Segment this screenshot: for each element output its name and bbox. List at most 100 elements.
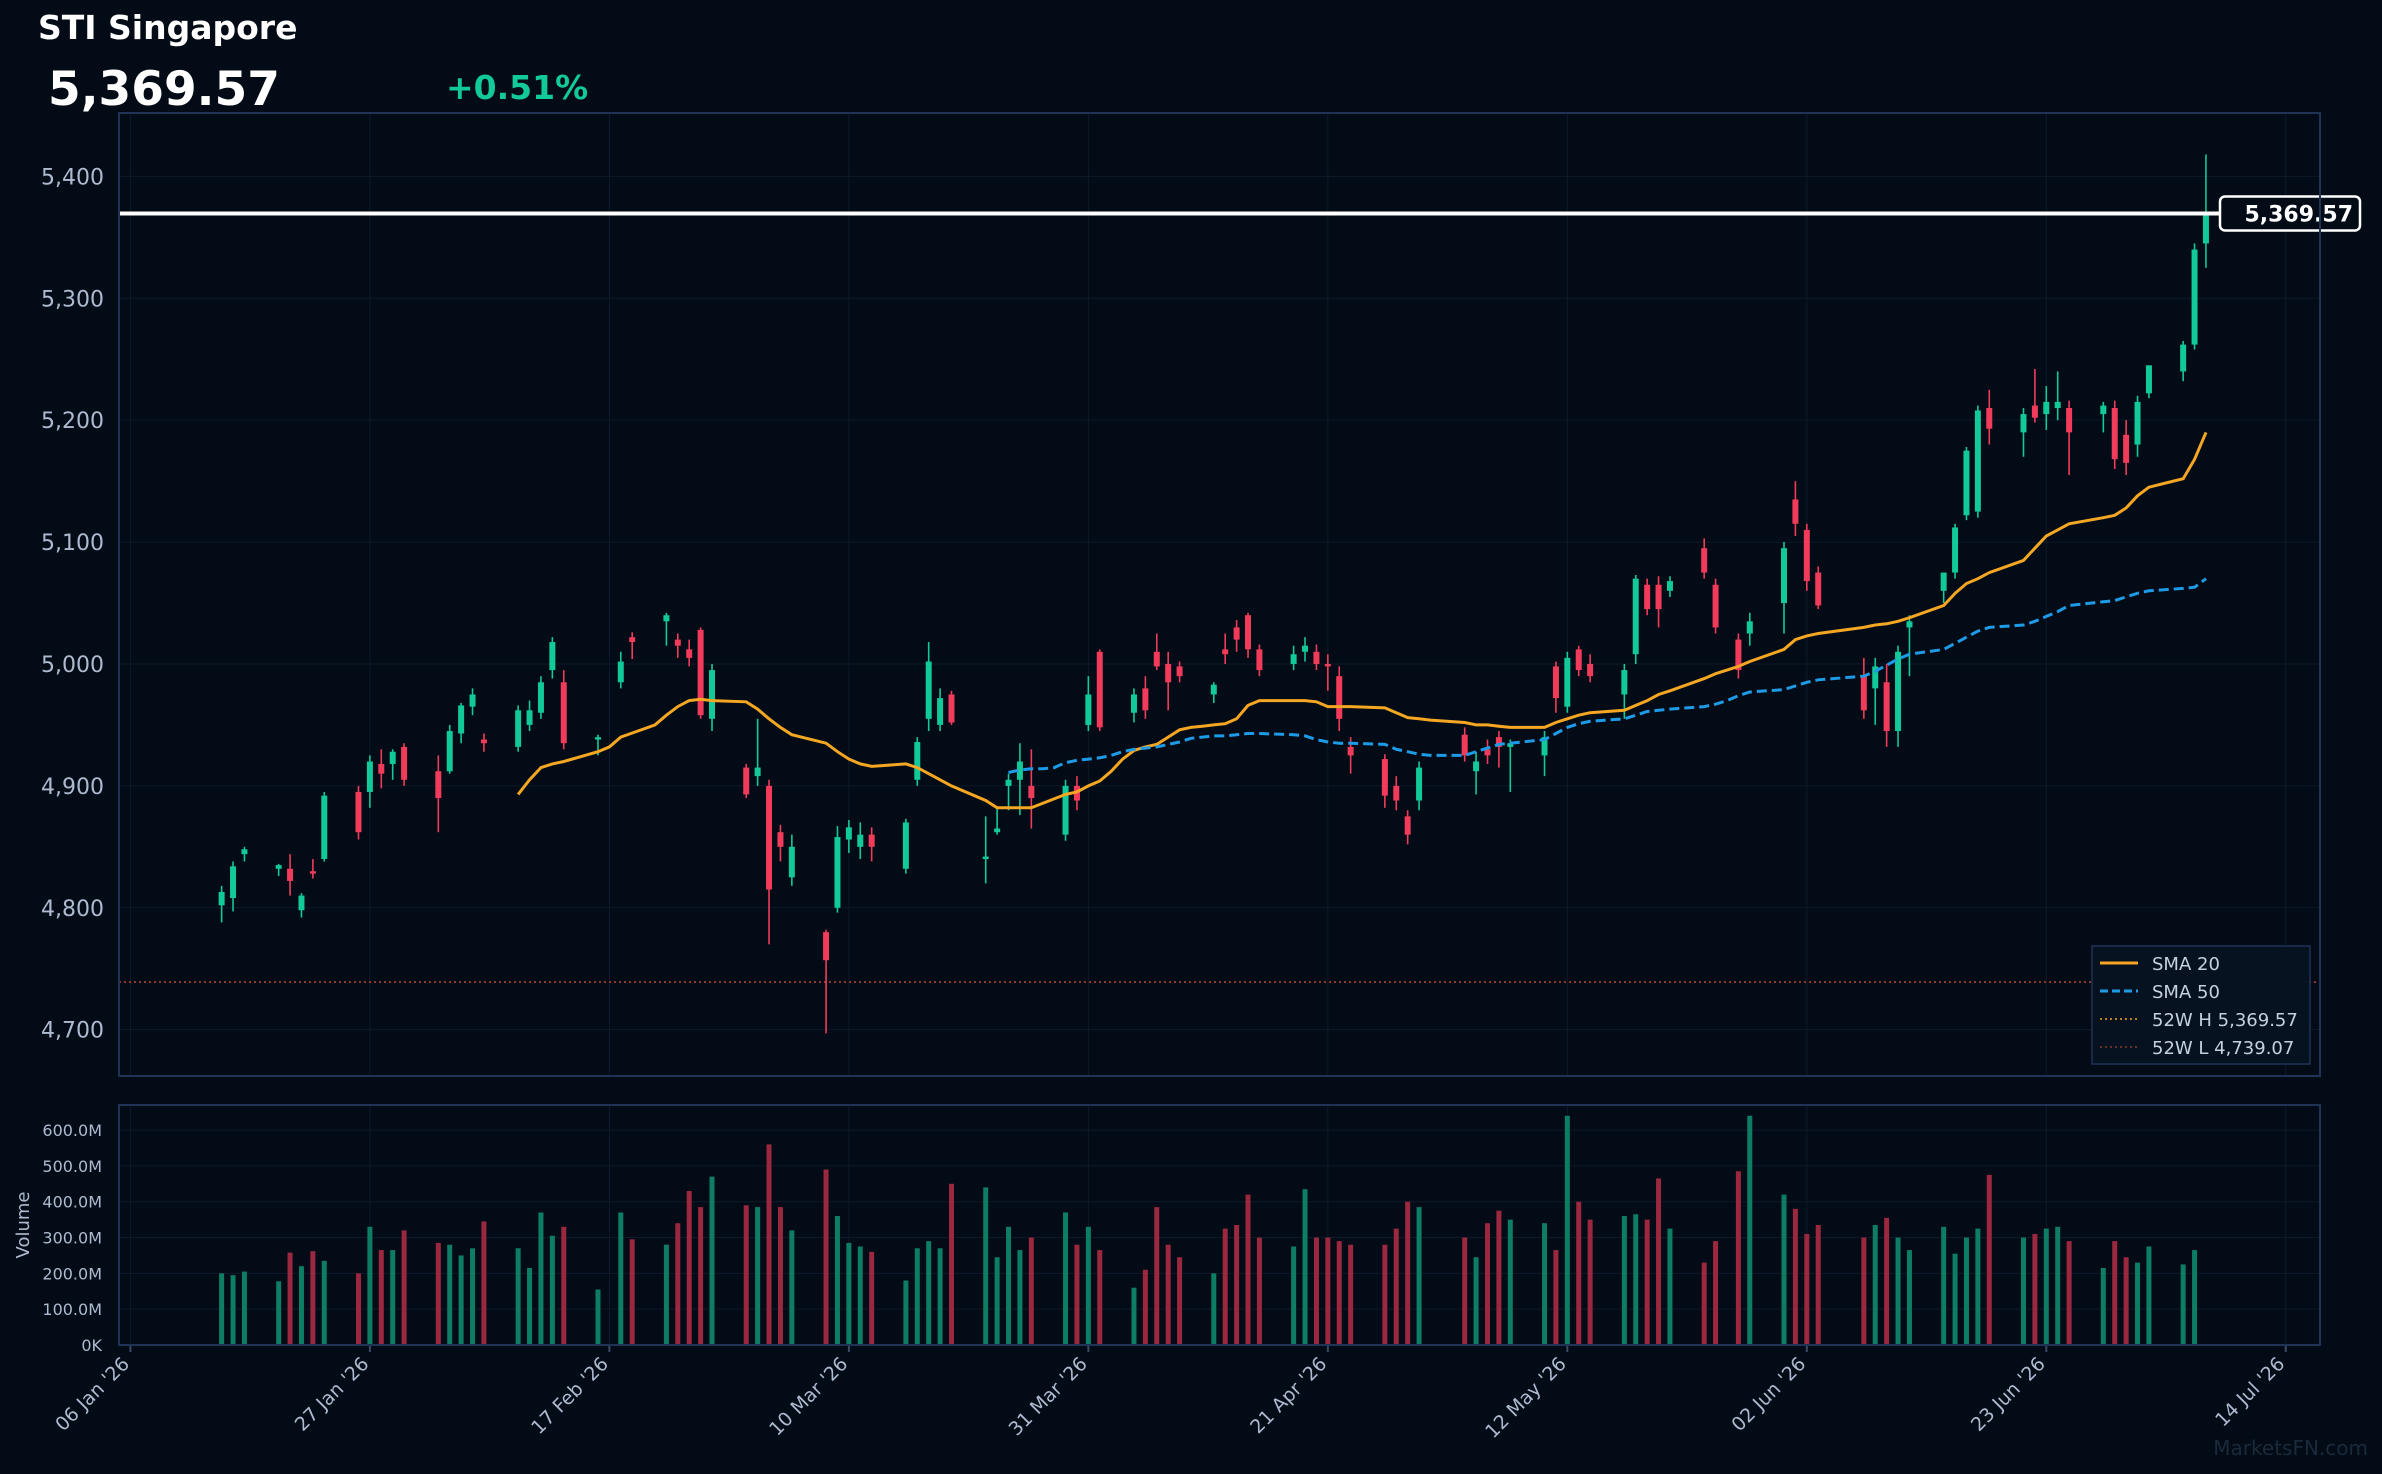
volume-bar <box>949 1183 955 1345</box>
candle-body <box>1792 499 1799 524</box>
candle-body <box>1302 645 1309 652</box>
volume-bar <box>2055 1226 2061 1345</box>
candles <box>218 154 2209 1034</box>
volume-bar <box>470 1248 476 1345</box>
volume-bar <box>561 1226 567 1345</box>
candle-body <box>549 642 556 671</box>
volume-bar <box>1895 1237 1901 1345</box>
volume-bar <box>663 1244 669 1345</box>
candle-body <box>2020 414 2027 433</box>
candle-body <box>401 746 408 780</box>
candle-body <box>982 856 989 860</box>
candle-body <box>1495 737 1502 747</box>
candle-body <box>1233 627 1240 640</box>
volume-bar <box>1701 1262 1707 1345</box>
volume-bar <box>1587 1219 1593 1345</box>
candle-body <box>2134 401 2141 445</box>
volume-axis-label: Volume <box>13 1192 34 1259</box>
sma20-line <box>516 431 2208 810</box>
candle-body <box>1130 694 1137 713</box>
candle-body <box>1404 816 1411 835</box>
volume-bar <box>1074 1244 1080 1345</box>
volume-bar <box>1154 1207 1160 1345</box>
candle-body <box>309 871 316 874</box>
candle-body <box>766 785 773 890</box>
volume-bar <box>914 1248 920 1345</box>
candle-body <box>1324 663 1331 667</box>
candle-body <box>1746 621 1753 634</box>
volume-bar <box>1576 1201 1582 1345</box>
current-price-tag-label: 5,369.57 <box>2244 202 2353 227</box>
volume-tick-label: 600.0M <box>42 1121 102 1140</box>
volume-bar <box>1097 1250 1103 1345</box>
volume-bar <box>1222 1228 1228 1345</box>
price-panel-border <box>118 112 2321 1077</box>
candle-body <box>1142 688 1149 711</box>
volume-bar <box>1564 1115 1570 1345</box>
candle-body <box>1245 615 1252 650</box>
volume-bar <box>458 1255 464 1345</box>
volume-bar <box>378 1250 384 1345</box>
volume-bar <box>549 1235 555 1345</box>
volume-bar <box>401 1230 407 1345</box>
volume-bar <box>857 1246 863 1345</box>
volume-bar <box>1393 1228 1399 1345</box>
candle-body <box>480 739 487 744</box>
volume-bar <box>1348 1244 1354 1345</box>
volume-bar <box>1256 1237 1262 1345</box>
volume-bar <box>1975 1228 1981 1345</box>
candle-body <box>1644 584 1651 610</box>
volume-bar <box>823 1169 829 1345</box>
candle-body <box>1872 666 1879 689</box>
legend: SMA 20 SMA 50 52W H 5,369.57 52W L 4,739.07 <box>2091 945 2311 1065</box>
volume-bar <box>1336 1241 1342 1345</box>
candle-body <box>1974 410 1981 512</box>
volume-bar <box>1507 1219 1513 1345</box>
volume-bar <box>1462 1237 1468 1345</box>
candle-body <box>1347 746 1354 756</box>
volume-bar <box>2192 1250 2198 1345</box>
volume-bar <box>2100 1267 2106 1345</box>
volume-bar <box>2066 1241 2072 1345</box>
volume-bar <box>321 1260 327 1345</box>
candle-body <box>937 698 944 725</box>
sma50-line <box>1008 577 2207 774</box>
volume-bar <box>698 1207 704 1345</box>
volume-bar <box>789 1230 795 1345</box>
volume-bar <box>1131 1287 1137 1345</box>
volume-bar <box>1884 1217 1890 1345</box>
candle-body <box>663 615 670 622</box>
legend-label: 52W H 5,369.57 <box>2152 1010 2298 1031</box>
candle-body <box>1507 743 1514 747</box>
candle-body <box>1016 761 1023 780</box>
volume-tick-label: 500.0M <box>42 1157 102 1176</box>
candle-body <box>2191 249 2198 345</box>
volume-bar <box>994 1257 1000 1345</box>
candle-body <box>948 694 955 723</box>
volume-bar <box>1553 1250 1559 1345</box>
volume-bar <box>1325 1237 1331 1345</box>
candle-body <box>1621 670 1628 695</box>
candle-body <box>2111 407 2118 460</box>
candle-body <box>446 731 453 772</box>
volume-bar <box>287 1252 293 1345</box>
candle-body <box>1290 654 1297 664</box>
volume-bar <box>1484 1223 1490 1345</box>
candle-body <box>2100 405 2107 415</box>
candle-body <box>754 767 761 777</box>
candle-body <box>560 682 567 744</box>
volume-bar <box>2112 1241 2118 1345</box>
candle-body <box>1906 621 1913 628</box>
candle-body <box>1210 684 1217 695</box>
volume-bar <box>926 1241 932 1345</box>
candle-body <box>902 822 909 869</box>
candle-body <box>1176 666 1183 677</box>
candle-body <box>321 795 328 860</box>
candle-body <box>1701 548 1708 573</box>
candle-body <box>1735 639 1742 671</box>
candle-body <box>241 849 248 855</box>
volume-bar <box>538 1212 544 1345</box>
candle-body <box>1552 666 1559 699</box>
candle-body <box>1860 676 1867 711</box>
